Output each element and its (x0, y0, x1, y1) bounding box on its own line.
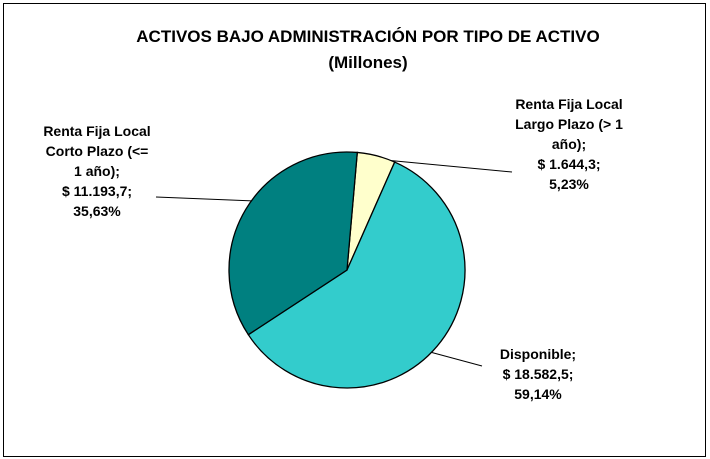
slice-label: Disponible; $ 18.582,5; 59,14% (483, 344, 593, 404)
value-label: $ 18.582,5; (502, 366, 574, 382)
pie-slice (228, 151, 358, 336)
category-label: Renta Fija Local Largo Plazo (> 1 año); (515, 96, 623, 152)
value-label: $ 1.644,3; (537, 156, 601, 172)
slice-label: Renta Fija Local Corto Plazo (<= 1 año);… (42, 121, 152, 221)
percentage-label: 35,63% (73, 203, 121, 219)
pie-slice (247, 161, 466, 389)
slice-label: Renta Fija Local Largo Plazo (> 1 año); $… (514, 94, 624, 194)
percentage-label: 5,23% (549, 176, 589, 192)
category-label: Renta Fija Local Corto Plazo (<= 1 año); (43, 123, 151, 179)
percentage-label: 59,14% (514, 386, 562, 402)
leader-line (384, 159, 513, 173)
leader-line (155, 196, 256, 202)
value-label: $ 11.193,7; (61, 183, 133, 199)
chart-title: ACTIVOS BAJO ADMINISTRACIÓN POR TIPO DE … (136, 27, 600, 72)
leader-line (429, 351, 483, 367)
category-label: Disponible; (499, 346, 577, 362)
